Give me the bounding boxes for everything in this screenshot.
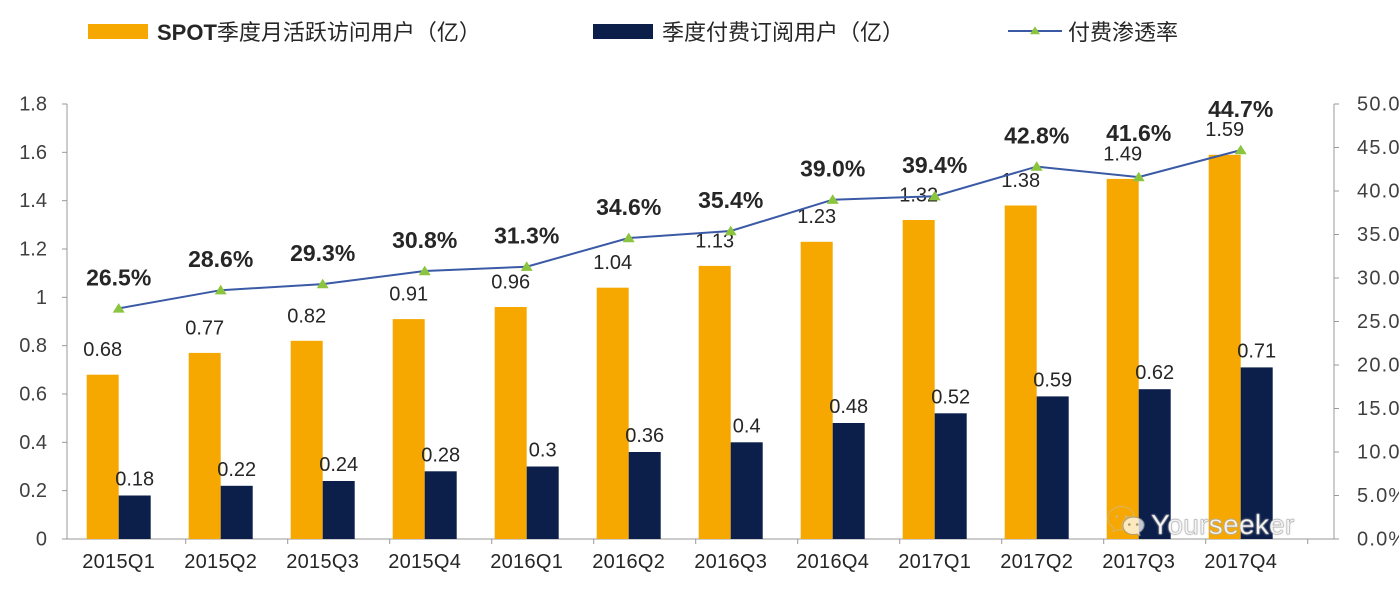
svg-text:41.6%: 41.6% xyxy=(1106,120,1171,146)
svg-text:0.48: 0.48 xyxy=(829,396,868,418)
svg-text:30.0%: 30.0% xyxy=(1357,268,1399,290)
svg-text:2015Q3: 2015Q3 xyxy=(286,551,359,573)
svg-text:0.82: 0.82 xyxy=(287,305,326,327)
svg-text:1.59: 1.59 xyxy=(1205,119,1244,141)
svg-text:26.5%: 26.5% xyxy=(86,264,151,290)
svg-text:29.3%: 29.3% xyxy=(290,240,355,266)
svg-text:0.3: 0.3 xyxy=(529,440,557,462)
svg-text:2015Q4: 2015Q4 xyxy=(388,551,461,573)
svg-text:2015Q1: 2015Q1 xyxy=(82,551,155,573)
svg-text:20.0%: 20.0% xyxy=(1357,355,1399,377)
svg-text:1.8: 1.8 xyxy=(19,94,47,116)
svg-text:34.6%: 34.6% xyxy=(596,194,661,220)
svg-text:39.4%: 39.4% xyxy=(902,152,967,178)
svg-text:0.22: 0.22 xyxy=(217,459,256,481)
svg-text:1.49: 1.49 xyxy=(1103,143,1142,165)
svg-text:1.38: 1.38 xyxy=(1001,170,1040,192)
svg-text:0.52: 0.52 xyxy=(931,386,970,408)
svg-text:0.71: 0.71 xyxy=(1237,340,1276,362)
svg-text:35.4%: 35.4% xyxy=(698,187,763,213)
svg-text:2016Q1: 2016Q1 xyxy=(490,551,563,573)
svg-text:0.2: 0.2 xyxy=(19,480,47,502)
svg-text:2017Q2: 2017Q2 xyxy=(1000,551,1073,573)
svg-text:1.4: 1.4 xyxy=(19,190,47,212)
svg-text:0.8: 0.8 xyxy=(19,335,47,357)
svg-text:0.6: 0.6 xyxy=(19,384,47,406)
svg-text:40.0%: 40.0% xyxy=(1357,181,1399,203)
svg-text:42.8%: 42.8% xyxy=(1004,123,1069,149)
svg-text:28.6%: 28.6% xyxy=(188,246,253,272)
svg-text:2016Q4: 2016Q4 xyxy=(796,551,869,573)
svg-text:2017Q4: 2017Q4 xyxy=(1204,551,1277,573)
svg-text:0.77: 0.77 xyxy=(185,317,224,339)
svg-text:2016Q3: 2016Q3 xyxy=(694,551,767,573)
svg-text:10.0%: 10.0% xyxy=(1357,442,1399,464)
svg-text:2015Q2: 2015Q2 xyxy=(184,551,257,573)
svg-text:44.7%: 44.7% xyxy=(1208,96,1273,122)
svg-text:30.8%: 30.8% xyxy=(392,227,457,253)
svg-text:0.62: 0.62 xyxy=(1135,362,1174,384)
svg-text:0: 0 xyxy=(36,529,47,551)
svg-text:0.18: 0.18 xyxy=(115,469,154,491)
svg-text:0.4: 0.4 xyxy=(19,432,47,454)
svg-text:39.0%: 39.0% xyxy=(800,156,865,182)
svg-text:35.0%: 35.0% xyxy=(1357,224,1399,246)
svg-text:2016Q2: 2016Q2 xyxy=(592,551,665,573)
svg-text:50.0%: 50.0% xyxy=(1357,94,1399,116)
svg-text:15.0%: 15.0% xyxy=(1357,398,1399,420)
svg-text:25.0%: 25.0% xyxy=(1357,311,1399,333)
svg-text:1.2: 1.2 xyxy=(19,239,47,261)
svg-text:1.6: 1.6 xyxy=(19,142,47,164)
svg-text:31.3%: 31.3% xyxy=(494,223,559,249)
svg-text:1.04: 1.04 xyxy=(593,252,632,274)
svg-text:1: 1 xyxy=(36,287,47,309)
svg-text:0.36: 0.36 xyxy=(625,425,664,447)
svg-text:0.96: 0.96 xyxy=(491,272,530,294)
svg-text:45.0%: 45.0% xyxy=(1357,137,1399,159)
svg-text:0.91: 0.91 xyxy=(389,284,428,306)
svg-text:0.4: 0.4 xyxy=(733,415,761,437)
svg-text:0.24: 0.24 xyxy=(319,454,358,476)
svg-text:0.68: 0.68 xyxy=(83,339,122,361)
svg-text:0.28: 0.28 xyxy=(421,444,460,466)
svg-text:2017Q3: 2017Q3 xyxy=(1102,551,1175,573)
svg-text:2017Q1: 2017Q1 xyxy=(898,551,971,573)
svg-text:0.59: 0.59 xyxy=(1033,369,1072,391)
